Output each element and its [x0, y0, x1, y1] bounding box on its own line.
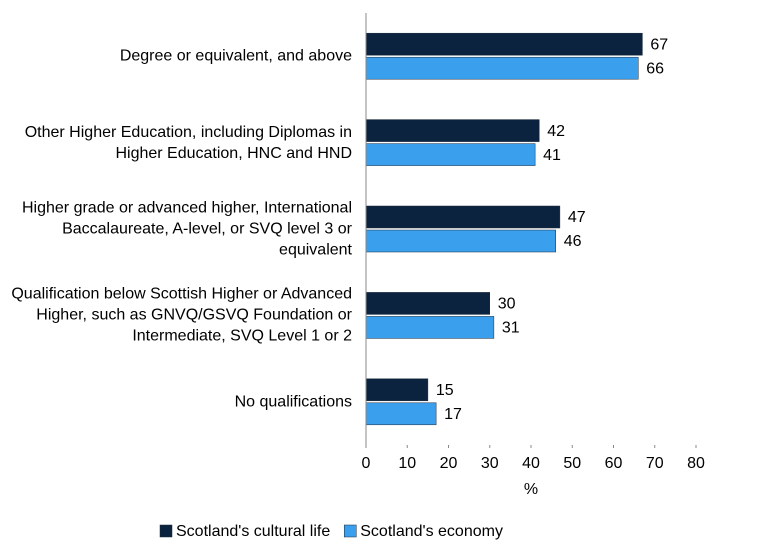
bar [365, 205, 561, 229]
bar [365, 32, 643, 56]
x-tick-label: 80 [687, 455, 705, 472]
category-label: Qualification below Scottish Higher or A… [11, 285, 352, 345]
x-tick-label: 70 [646, 455, 664, 472]
x-tick-label: 20 [440, 455, 458, 472]
bar [365, 292, 490, 315]
legend-swatch [344, 524, 357, 538]
x-axis-label: % [524, 481, 538, 498]
data-label: 15 [436, 382, 454, 399]
x-tick-label: 40 [522, 455, 540, 472]
data-label: 67 [650, 36, 668, 53]
category-label: No qualifications [234, 393, 352, 411]
bar [365, 378, 429, 402]
data-label: 17 [444, 406, 462, 423]
data-label: 42 [547, 123, 565, 140]
category-label: Higher grade or advanced higher, Interna… [22, 199, 352, 259]
data-label: 66 [646, 60, 664, 77]
data-label: 46 [564, 233, 582, 250]
x-tick-label: 30 [481, 455, 499, 472]
x-tick-label: 10 [398, 455, 416, 472]
bar [365, 402, 437, 426]
x-tick-label: 50 [563, 455, 581, 472]
category-label: Other Higher Education, including Diplom… [24, 123, 352, 162]
legend-label: Scotland's cultural life [176, 523, 330, 540]
legend-label: Scotland's economy [360, 523, 503, 540]
bar [365, 316, 495, 339]
x-tick-label: 60 [605, 455, 623, 472]
bar [365, 56, 639, 80]
category-label: Degree or equivalent, and above [119, 47, 352, 65]
bar [365, 229, 556, 253]
data-label: 41 [543, 147, 561, 164]
bar [365, 119, 540, 142]
data-label: 47 [568, 209, 586, 226]
legend-swatch [159, 524, 173, 538]
data-label: 31 [502, 320, 520, 337]
data-label: 30 [498, 296, 516, 313]
bar [365, 143, 536, 166]
x-tick-label: 0 [362, 455, 371, 472]
